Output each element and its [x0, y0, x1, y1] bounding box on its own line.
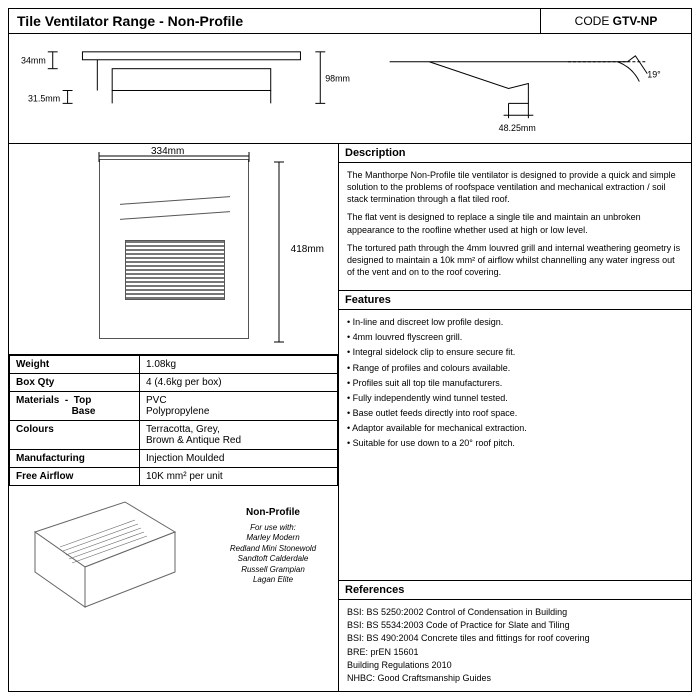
product-code: CODE GTV-NP: [541, 9, 691, 33]
spec-key: Free Airflow: [10, 468, 140, 486]
iso-compat-item: Lagan Elite: [218, 575, 328, 585]
references-section: References BSI: BS 5250:2002 Control of …: [339, 580, 691, 691]
feature-item: Integral sidelock clip to ensure secure …: [347, 346, 683, 358]
spec-val: Injection Moulded: [140, 450, 338, 468]
description-para: The flat vent is designed to replace a s…: [347, 211, 683, 235]
feature-item: 4mm louvred flyscreen grill.: [347, 331, 683, 343]
spec-key: Weight: [10, 356, 140, 374]
tile-front-view: 334mm 418mm Weight1.08kg: [9, 144, 338, 691]
feature-item: In-line and discreet low profile design.: [347, 316, 683, 328]
dim-height: 418mm: [289, 244, 326, 255]
description-head: Description: [339, 144, 691, 163]
iso-caption: Non-Profile For use with: Marley ModernR…: [218, 506, 328, 585]
reference-item: BSI: BS 5534:2003 Code of Practice for S…: [347, 619, 683, 631]
reference-item: BSI: BS 490:2004 Concrete tiles and fitt…: [347, 632, 683, 644]
spec-val: 4 (4.6kg per box): [140, 374, 338, 392]
feature-item: Profiles suit all top tile manufacturers…: [347, 377, 683, 389]
vent-grill-icon: [125, 240, 225, 300]
left-column: 334mm 418mm Weight1.08kg: [9, 144, 339, 691]
reference-item: BSI: BS 5250:2002 Control of Condensatio…: [347, 606, 683, 618]
dim-d: 48.25mm: [499, 123, 536, 133]
code-value: GTV-NP: [613, 14, 658, 28]
features-head: Features: [339, 291, 691, 310]
isometric-view: Non-Profile For use with: Marley ModernR…: [9, 486, 338, 691]
section-drawings: 34mm 31.5mm 98mm 48.25mm 19°: [9, 34, 691, 144]
reference-item: Building Regulations 2010: [347, 659, 683, 671]
spec-key: Colours: [10, 421, 140, 450]
reference-item: NHBC: Good Craftsmanship Guides: [347, 672, 683, 684]
spec-key: Materials - Top Base: [10, 392, 140, 421]
description-para: The Manthorpe Non-Profile tile ventilato…: [347, 169, 683, 205]
description-para: The tortured path through the 4mm louvre…: [347, 242, 683, 278]
spec-val: Terracotta, Grey, Brown & Antique Red: [140, 421, 338, 450]
dim-a: 34mm: [21, 56, 46, 66]
references-head: References: [339, 581, 691, 600]
features-section: Features In-line and discreet low profil…: [339, 290, 691, 580]
lower-grid: 334mm 418mm Weight1.08kg: [9, 144, 691, 691]
feature-item: Adaptor available for mechanical extract…: [347, 422, 683, 434]
spec-val: PVC Polypropylene: [140, 392, 338, 421]
feature-item: Base outlet feeds directly into roof spa…: [347, 407, 683, 419]
iso-compat-item: Redland Mini Stonewold: [218, 544, 328, 554]
iso-compat-item: Russell Grampian: [218, 565, 328, 575]
dim-width: 334mm: [149, 146, 186, 157]
specs-table: Weight1.08kgBox Qty4 (4.6kg per box)Mate…: [9, 354, 338, 486]
datasheet: Tile Ventilator Range - Non-Profile CODE…: [8, 8, 692, 692]
feature-item: Range of profiles and colours available.: [347, 362, 683, 374]
code-label: CODE: [575, 14, 610, 28]
title-bar: Tile Ventilator Range - Non-Profile CODE…: [9, 9, 691, 34]
feature-item: Fully independently wind tunnel tested.: [347, 392, 683, 404]
feature-item: Suitable for use down to a 20° roof pitc…: [347, 437, 683, 449]
right-column: Description The Manthorpe Non-Profile ti…: [339, 144, 691, 691]
dim-b: 31.5mm: [28, 93, 60, 103]
tile-rect: [99, 159, 249, 339]
page-title: Tile Ventilator Range - Non-Profile: [9, 9, 541, 33]
dim-angle: 19°: [647, 70, 661, 80]
reference-item: BRE: prEN 15601: [347, 646, 683, 658]
iso-compat-item: Sandtoft Calderdale: [218, 554, 328, 564]
spec-key: Box Qty: [10, 374, 140, 392]
spec-val: 10K mm² per unit: [140, 468, 338, 486]
iso-intro: For use with:: [218, 523, 328, 533]
iso-compat-item: Marley Modern: [218, 533, 328, 543]
spec-key: Manufacturing: [10, 450, 140, 468]
iso-title: Non-Profile: [218, 506, 328, 519]
description-section: Description The Manthorpe Non-Profile ti…: [339, 144, 691, 290]
spec-val: 1.08kg: [140, 356, 338, 374]
dim-c: 98mm: [325, 74, 350, 84]
